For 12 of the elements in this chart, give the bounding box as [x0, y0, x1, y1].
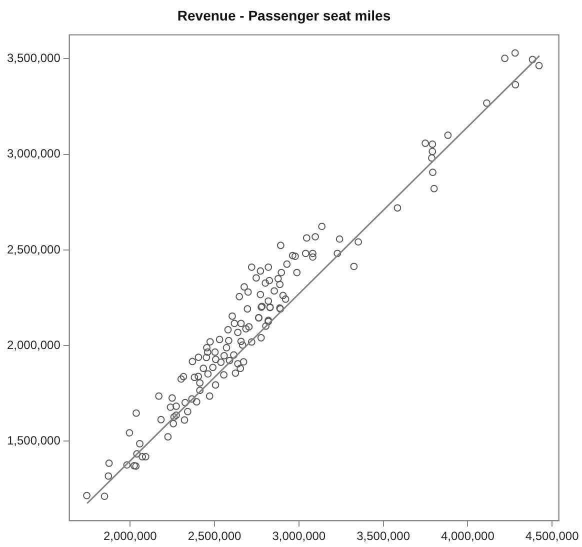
y-tick-label: 2,500,000 [6, 242, 61, 256]
chart-title: Revenue - Passenger seat miles [177, 7, 391, 24]
y-tick-label: 2,000,000 [6, 338, 61, 352]
x-tick-label: 3,500,000 [356, 529, 410, 544]
x-tick-label: 3,000,000 [272, 529, 326, 544]
x-tick-label: 2,500,000 [188, 529, 242, 544]
x-tick-label: 2,000,000 [103, 529, 158, 544]
x-tick-label: 4,500,000 [525, 529, 580, 544]
y-tick-label: 3,000,000 [6, 146, 61, 161]
y-tick-label: 3,500,000 [6, 51, 61, 66]
x-tick-label: 4,000,000 [440, 529, 495, 544]
y-tick-label: 1,500,000 [6, 434, 61, 448]
